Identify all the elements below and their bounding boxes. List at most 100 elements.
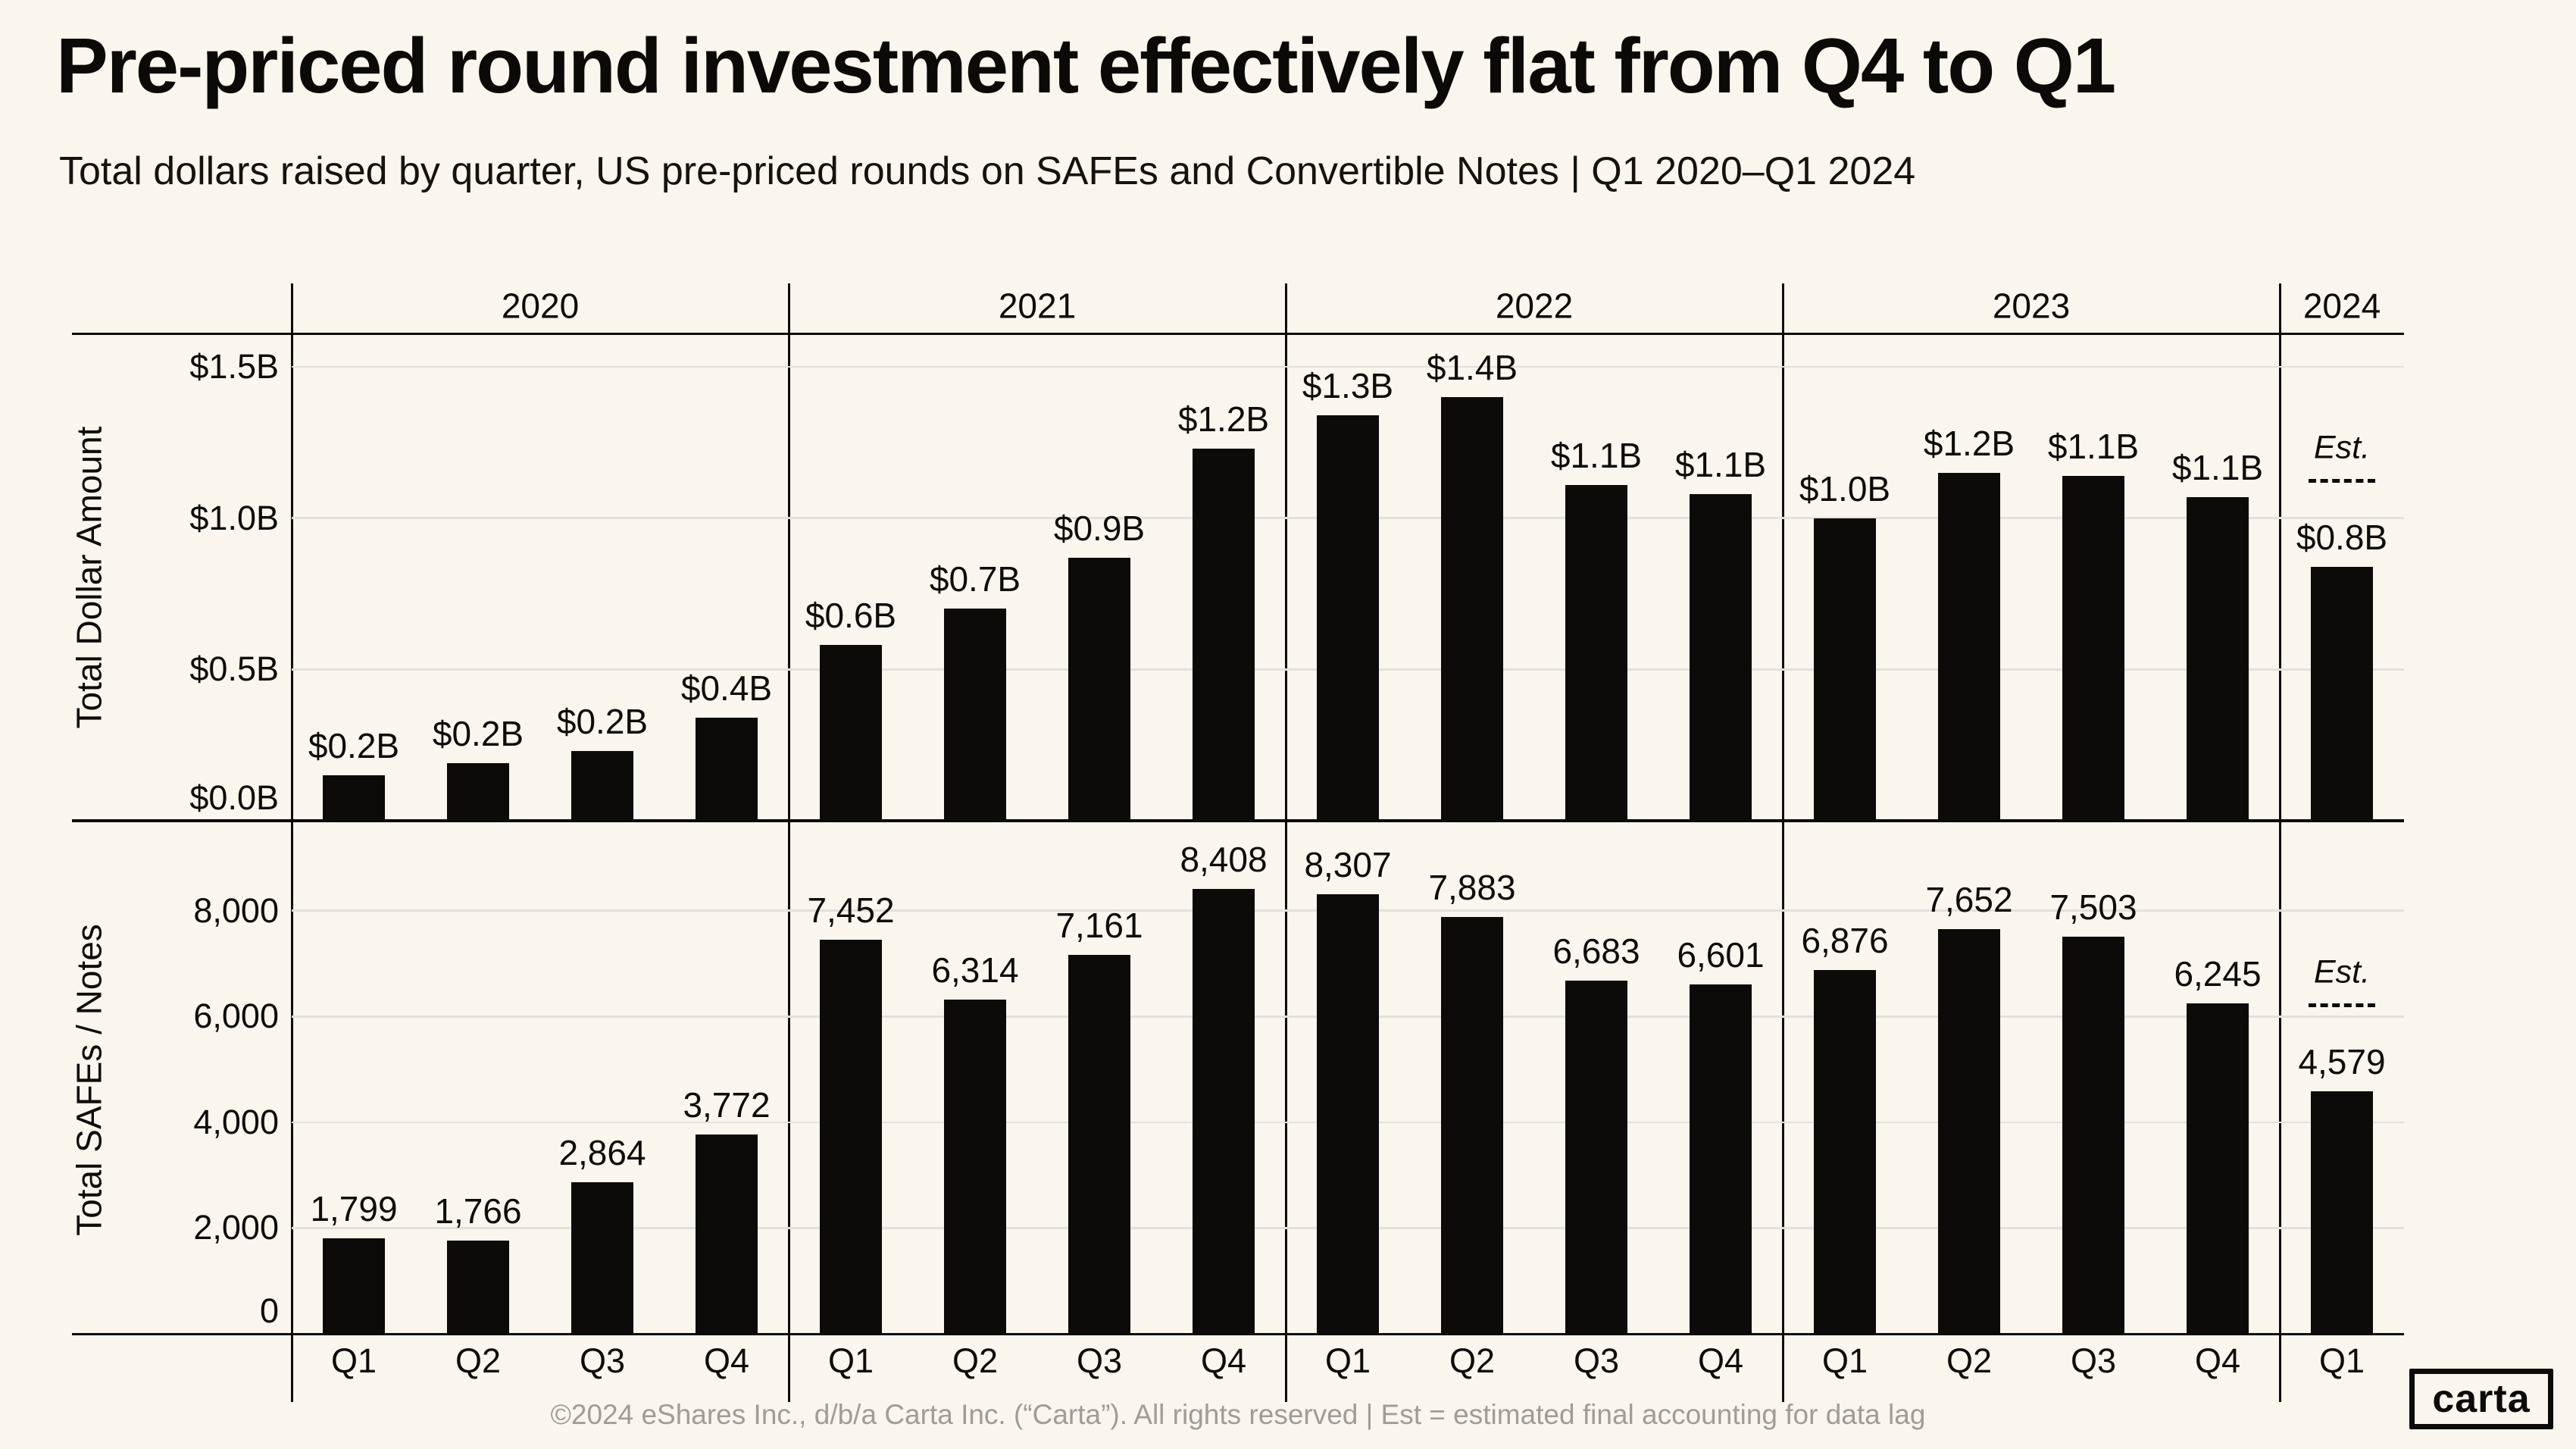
quarter-label: Q2 (1946, 1341, 1993, 1381)
divider-line (2278, 283, 2281, 1402)
page-subtitle: Total dollars raised by quarter, US pre-… (59, 149, 1916, 193)
bar-value-label: 6,314 (931, 950, 1019, 991)
year-label: 2021 (998, 286, 1077, 326)
divider-line (1781, 283, 1784, 1402)
bar (571, 751, 633, 821)
bar-value-label: 8,307 (1304, 845, 1392, 885)
estimate-label: Est. (2313, 953, 2371, 991)
bar-value-label: $1.3B (1302, 365, 1394, 405)
bar (1193, 889, 1255, 1334)
bar (323, 1238, 385, 1334)
axis-baseline (72, 1332, 2404, 1335)
bar (2311, 1091, 2373, 1334)
bar (447, 763, 509, 821)
bar (2062, 475, 2124, 821)
y-tick-label: $1.5B (189, 347, 279, 387)
y-axis-label: Total Dollar Amount (69, 426, 109, 728)
bar-value-label: 6,245 (2174, 954, 2262, 994)
bar (696, 718, 758, 821)
bar-value-label: 6,601 (1677, 935, 1765, 975)
bar-value-label: $1.1B (1550, 435, 1643, 475)
bar (1690, 493, 1752, 821)
y-tick-label: $0.0B (189, 778, 279, 818)
bar-value-label: 6,876 (1801, 921, 1889, 961)
bar (1938, 472, 2000, 821)
bar (944, 609, 1006, 821)
bar (447, 1240, 509, 1334)
quarter-label: Q4 (2194, 1341, 2241, 1381)
bar (820, 939, 882, 1334)
quarter-label: Q1 (827, 1341, 874, 1381)
axis-baseline (72, 332, 2404, 335)
bar (1317, 415, 1379, 821)
bar-value-label: $1.2B (1923, 423, 2015, 463)
year-label: 2023 (1992, 286, 2071, 326)
bar (1814, 970, 1876, 1334)
bar-value-label: $0.2B (308, 726, 400, 766)
y-tick-label: $0.5B (189, 649, 279, 689)
quarter-label: Q1 (1324, 1341, 1371, 1381)
bar (1565, 980, 1627, 1334)
bar-value-label: $0.9B (1053, 508, 1146, 548)
bar (1193, 448, 1255, 821)
bar-value-label: 2,864 (558, 1133, 646, 1173)
axis-baseline (72, 819, 2404, 822)
bar (2062, 937, 2124, 1334)
quarter-label: Q4 (1697, 1341, 1744, 1381)
estimate-label: Est. (2313, 429, 2371, 466)
quarter-label: Q1 (2318, 1341, 2365, 1381)
bar (323, 775, 385, 821)
carta-logo-text: carta (2432, 1377, 2531, 1421)
quarter-label: Q3 (579, 1341, 626, 1381)
bar-value-label: 6,683 (1552, 931, 1640, 971)
bar (1690, 984, 1752, 1334)
quarter-label: Q2 (952, 1341, 999, 1381)
y-tick-label: 6,000 (193, 997, 279, 1036)
bar (1565, 484, 1627, 821)
bar-value-label: 7,503 (2049, 887, 2137, 928)
divider-line (787, 283, 790, 1402)
quarter-label: Q1 (330, 1341, 377, 1381)
bar-value-label: 1,766 (434, 1191, 522, 1231)
quarter-label: Q1 (1821, 1341, 1868, 1381)
bar (820, 645, 882, 821)
bar-value-label: 1,799 (310, 1189, 398, 1229)
bar-value-label: $0.2B (432, 714, 524, 754)
bar-value-label: $0.8B (2296, 517, 2388, 557)
bar-value-label: 3,772 (683, 1084, 771, 1125)
y-tick-label: 4,000 (193, 1102, 279, 1141)
bar (2187, 496, 2249, 821)
bar-value-label: 7,883 (1428, 867, 1516, 907)
quarter-label: Q4 (1200, 1341, 1247, 1381)
bar (571, 1182, 633, 1334)
bar-value-label: 4,579 (2298, 1042, 2386, 1082)
bar-value-label: 7,452 (807, 890, 895, 931)
footer-text: ©2024 eShares Inc., d/b/a Carta Inc. (“C… (550, 1399, 1926, 1430)
bar-value-label: $1.1B (2047, 426, 2140, 466)
carta-logo: carta (2409, 1369, 2553, 1429)
divider-line (1284, 283, 1287, 1402)
bar-value-label: $1.1B (1674, 444, 1767, 484)
estimate-dash (2309, 478, 2375, 483)
year-label: 2022 (1495, 286, 1574, 326)
bar-value-label: $0.2B (556, 702, 649, 742)
quarter-label: Q4 (703, 1341, 750, 1381)
year-label: 2024 (2302, 286, 2381, 326)
bar (1068, 557, 1130, 821)
bar-value-label: $0.7B (929, 559, 1021, 599)
bar-value-label: 7,652 (1925, 880, 2013, 920)
y-axis-label: Total SAFEs / Notes (69, 924, 109, 1236)
gridline (292, 365, 2404, 368)
y-tick-label: 0 (259, 1291, 279, 1331)
page-title: Pre-priced round investment effectively … (56, 22, 2116, 109)
bar-value-label: $0.4B (680, 668, 773, 709)
bar (1441, 916, 1503, 1334)
bar-value-label: 8,408 (1180, 840, 1268, 880)
y-tick-label: 2,000 (193, 1208, 279, 1247)
bar-value-label: 7,161 (1055, 906, 1143, 946)
bar (1814, 518, 1876, 821)
bar (1441, 396, 1503, 821)
bar (944, 1000, 1006, 1334)
